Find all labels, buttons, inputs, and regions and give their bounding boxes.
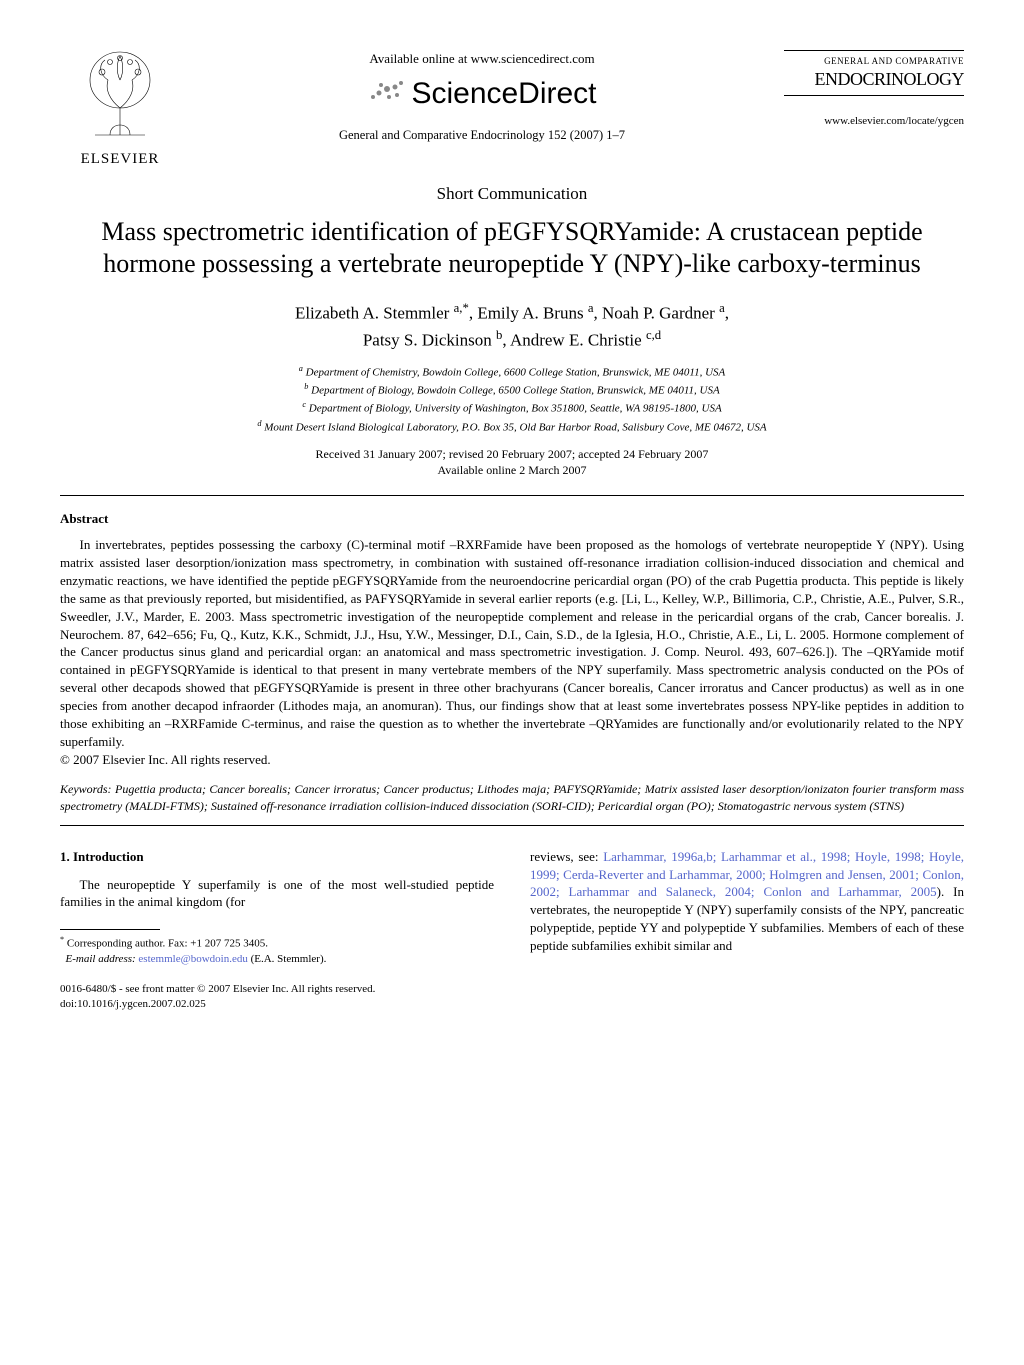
- keywords: Keywords: Pugettia producta; Cancer bore…: [60, 781, 964, 815]
- footnote-corr-text: Corresponding author. Fax: +1 207 725 34…: [67, 938, 268, 950]
- affiliations: a Department of Chemistry, Bowdoin Colle…: [60, 363, 964, 436]
- author-affil-sup: c,d: [646, 328, 661, 342]
- sciencedirect-logo: ScienceDirect: [180, 74, 784, 115]
- body-columns: 1. Introduction The neuropeptide Y super…: [60, 848, 964, 968]
- footnote-email-link[interactable]: estemmle@bowdoin.edu: [138, 953, 247, 965]
- author-name: Patsy S. Dickinson: [363, 331, 496, 350]
- affiliation-a: Department of Chemistry, Bowdoin College…: [306, 367, 726, 379]
- author-name: Elizabeth A. Stemmler: [295, 303, 454, 322]
- elsevier-tree-icon: [80, 50, 160, 140]
- corresponding-footnote: * Corresponding author. Fax: +1 207 725 …: [60, 934, 494, 967]
- copyright-line: © 2007 Elsevier Inc. All rights reserved…: [60, 751, 271, 769]
- journal-block: GENERAL AND COMPARATIVE ENDOCRINOLOGY ww…: [784, 50, 964, 129]
- journal-url[interactable]: www.elsevier.com/locate/ygcen: [784, 114, 964, 129]
- journal-name: ENDOCRINOLOGY: [784, 67, 964, 91]
- author-name: , Noah P. Gardner: [594, 303, 720, 322]
- right-column: reviews, see: Larhammar, 1996a,b; Larham…: [530, 848, 964, 968]
- affiliation-c: Department of Biology, University of Was…: [309, 403, 722, 415]
- center-header: Available online at www.sciencedirect.co…: [180, 50, 784, 144]
- elsevier-logo-block: ELSEVIER: [60, 50, 180, 169]
- rule: [60, 495, 964, 496]
- article-type: Short Communication: [60, 183, 964, 206]
- intro-paragraph-left: The neuropeptide Y superfamily is one of…: [60, 876, 494, 912]
- article-dates: Received 31 January 2007; revised 20 Feb…: [60, 446, 964, 480]
- authors: Elizabeth A. Stemmler a,*, Emily A. Brun…: [60, 299, 964, 353]
- dates-received: Received 31 January 2007; revised 20 Feb…: [316, 447, 709, 461]
- doi-block: 0016-6480/$ - see front matter © 2007 El…: [60, 982, 964, 1013]
- front-matter-line: 0016-6480/$ - see front matter © 2007 El…: [60, 983, 375, 995]
- abstract-body: In invertebrates, peptides possessing th…: [60, 536, 964, 769]
- footnote-email-label: E-mail address:: [66, 953, 136, 965]
- left-column: 1. Introduction The neuropeptide Y super…: [60, 848, 494, 968]
- author-name: , Emily A. Bruns: [469, 303, 588, 322]
- dates-online: Available online 2 March 2007: [437, 463, 586, 477]
- sciencedirect-text: ScienceDirect: [411, 77, 596, 110]
- footnote-email-name: (E.A. Stemmler).: [251, 953, 327, 965]
- affiliation-b: Department of Biology, Bowdoin College, …: [311, 385, 720, 397]
- author-name: , Andrew E. Christie: [502, 331, 646, 350]
- abstract-text: In invertebrates, peptides possessing th…: [60, 537, 964, 749]
- author-affil-sup: a,*: [454, 301, 469, 315]
- intro-paragraph-right: reviews, see: Larhammar, 1996a,b; Larham…: [530, 848, 964, 956]
- abstract-heading: Abstract: [60, 510, 964, 528]
- footnote-rule: [60, 929, 160, 930]
- elsevier-label: ELSEVIER: [60, 149, 180, 169]
- rule: [60, 825, 964, 826]
- keywords-label: Keywords:: [60, 782, 112, 796]
- sciencedirect-dots-icon: [367, 74, 407, 115]
- journal-superscript: GENERAL AND COMPARATIVE: [784, 55, 964, 67]
- keywords-body: Pugettia producta; Cancer borealis; Canc…: [60, 782, 964, 813]
- citation-line: General and Comparative Endocrinology 15…: [180, 127, 784, 144]
- header: ELSEVIER Available online at www.science…: [60, 50, 964, 169]
- doi-line: doi:10.1016/j.ygcen.2007.02.025: [60, 998, 206, 1010]
- article-title: Mass spectrometric identification of pEG…: [80, 216, 944, 281]
- introduction-heading: 1. Introduction: [60, 848, 494, 866]
- affiliation-d: Mount Desert Island Biological Laborator…: [264, 421, 766, 433]
- available-online-text: Available online at www.sciencedirect.co…: [180, 50, 784, 68]
